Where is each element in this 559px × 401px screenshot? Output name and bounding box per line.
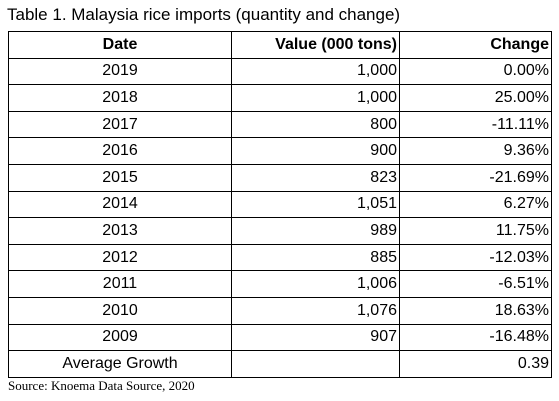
date-cell: 2016	[8, 137, 232, 165]
footer-empty	[231, 350, 400, 378]
table-title: Table 1. Malaysia rice imports (quantity…	[7, 5, 401, 24]
date-cell: 2015	[8, 163, 232, 192]
table-body: 2019 1,000 0.00% 2018 1,000 25.00% 2017 800 -11.…	[8, 57, 552, 352]
date-cell: 2010	[8, 296, 232, 325]
date-cell: 2013	[8, 217, 232, 245]
table-row: 2017 800 -11.11%	[8, 110, 552, 139]
change-cell: 0.00%	[399, 57, 552, 86]
value-cell: 900	[231, 137, 400, 165]
date-cell: 2009	[8, 323, 232, 352]
change-cell: -11.11%	[399, 110, 552, 139]
header-row: Date Value (000 tons) Change	[8, 31, 552, 59]
value-cell: 989	[231, 217, 400, 245]
footer-value: 0.39	[399, 350, 552, 378]
table-row: 2010 1,076 18.63%	[8, 296, 552, 325]
table-row: 2009 907 -16.48%	[8, 323, 552, 352]
date-cell: 2017	[8, 110, 232, 139]
header-cell: Date	[8, 31, 232, 59]
value-cell: 1,076	[231, 296, 400, 325]
change-cell: 18.63%	[399, 296, 552, 325]
value-cell: 800	[231, 110, 400, 139]
table-row: 2015 823 -21.69%	[8, 163, 552, 192]
table-row: 2011 1,006 -6.51%	[8, 270, 552, 298]
header-cell: Change	[399, 31, 552, 59]
value-cell: 823	[231, 163, 400, 192]
value-cell: 1,051	[231, 190, 400, 219]
table-head: Date Value (000 tons) Change	[8, 31, 552, 59]
table-foot: Average Growth 0.39	[8, 350, 552, 378]
change-cell: 25.00%	[399, 84, 552, 112]
change-cell: 11.75%	[399, 217, 552, 245]
value-cell: 1,000	[231, 57, 400, 86]
date-cell: 2019	[8, 57, 232, 86]
footer-row: Average Growth 0.39	[8, 350, 552, 378]
table-row: 2013 989 11.75%	[8, 217, 552, 245]
change-cell: 6.27%	[399, 190, 552, 219]
change-cell: -6.51%	[399, 270, 552, 298]
change-cell: 9.36%	[399, 137, 552, 165]
table-row: 2012 885 -12.03%	[8, 243, 552, 272]
change-cell: -21.69%	[399, 163, 552, 192]
date-cell: 2012	[8, 243, 232, 272]
data-table: Date Value (000 tons) Change 2019 1,000 0.…	[8, 31, 552, 378]
date-cell: 2011	[8, 270, 232, 298]
table-row: 2016 900 9.36%	[8, 137, 552, 165]
value-cell: 907	[231, 323, 400, 352]
table-row: 2014 1,051 6.27%	[8, 190, 552, 219]
value-cell: 1,006	[231, 270, 400, 298]
footer-label: Average Growth	[8, 350, 232, 378]
change-cell: -12.03%	[399, 243, 552, 272]
table-row: 2019 1,000 0.00%	[8, 57, 552, 86]
change-cell: -16.48%	[399, 323, 552, 352]
header-cell: Value (000 tons)	[231, 31, 400, 59]
source-note: Source: Knoema Data Source, 2020	[8, 378, 195, 393]
value-cell: 885	[231, 243, 400, 272]
date-cell: 2014	[8, 190, 232, 219]
value-cell: 1,000	[231, 84, 400, 112]
table-row: 2018 1,000 25.00%	[8, 84, 552, 112]
date-cell: 2018	[8, 84, 232, 112]
